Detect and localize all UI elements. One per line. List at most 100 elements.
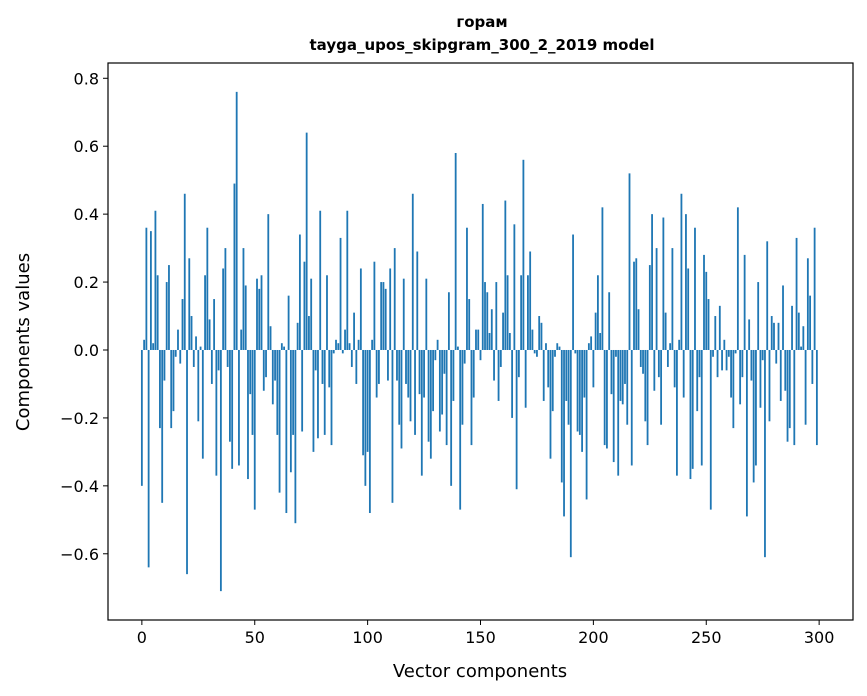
bar (750, 349, 753, 381)
y-tick-label: 0.4 (74, 205, 99, 224)
bar (626, 349, 629, 425)
bar (741, 349, 744, 378)
bar (574, 349, 577, 354)
bar (515, 349, 518, 490)
bar (161, 349, 164, 503)
bar (612, 349, 615, 463)
bar (472, 349, 475, 398)
bar (159, 349, 161, 429)
bar (348, 343, 351, 350)
bar (326, 275, 328, 350)
bar (689, 349, 692, 480)
bar (615, 349, 617, 357)
bar (536, 349, 538, 357)
bar (287, 295, 290, 350)
bar (217, 349, 220, 371)
bar (454, 153, 457, 350)
bar (547, 349, 550, 388)
bar (296, 322, 299, 350)
bar (384, 288, 387, 350)
bar (691, 349, 694, 469)
bar (685, 214, 687, 350)
bar (524, 349, 527, 408)
bar (651, 214, 653, 350)
bar (438, 349, 441, 432)
bar (565, 349, 568, 401)
bar (219, 349, 222, 592)
bar (538, 316, 541, 350)
bars-group (140, 91, 818, 592)
bar (576, 349, 579, 432)
bar (678, 339, 681, 350)
bar (572, 234, 574, 350)
bar (596, 275, 599, 350)
bar (703, 254, 705, 350)
bar (736, 207, 739, 350)
bar (520, 275, 523, 350)
bar (251, 349, 254, 435)
bar (621, 349, 624, 405)
bar (696, 349, 699, 412)
bar (606, 349, 608, 449)
bar (533, 349, 536, 354)
bar (344, 329, 346, 350)
bar (488, 333, 491, 350)
bar (502, 312, 504, 350)
bar (752, 349, 755, 483)
bar (800, 346, 802, 350)
bar (777, 322, 780, 350)
bar (387, 349, 389, 381)
bar (267, 214, 270, 350)
bar (402, 278, 405, 350)
bar (578, 349, 581, 435)
bar (364, 349, 367, 486)
bar (366, 349, 369, 452)
bar (355, 349, 358, 384)
bar (815, 349, 818, 446)
bar (149, 231, 152, 350)
bar (542, 349, 545, 401)
bar (583, 349, 586, 398)
bar (278, 349, 281, 493)
bar (375, 349, 378, 398)
chart-title: горам (456, 13, 507, 31)
bar (154, 210, 157, 350)
bar (797, 312, 800, 350)
bar (484, 282, 486, 350)
y-tick-label: 0.6 (74, 137, 99, 156)
bar (368, 349, 371, 514)
bar (495, 282, 498, 350)
bar (504, 200, 507, 350)
bar (317, 349, 319, 439)
bar (396, 349, 398, 381)
bar (339, 237, 342, 350)
bar (247, 349, 249, 480)
bar (619, 349, 622, 401)
bar (554, 349, 556, 357)
bar (457, 346, 459, 350)
bar (718, 305, 721, 350)
bar (229, 349, 231, 442)
bar (312, 349, 315, 452)
bar (493, 349, 495, 381)
bar (782, 285, 784, 350)
bar (432, 349, 434, 412)
bar (644, 349, 647, 422)
bar (723, 339, 726, 350)
bar (809, 295, 812, 350)
bar (177, 329, 179, 350)
bar (179, 349, 182, 364)
bar (238, 349, 240, 466)
bar (624, 349, 626, 384)
bar (174, 349, 177, 357)
bar (721, 349, 723, 371)
bar (328, 349, 331, 388)
bar (477, 329, 480, 350)
bar (350, 349, 353, 367)
bar (192, 349, 195, 367)
bar (341, 349, 344, 354)
bar (303, 261, 306, 350)
bar (592, 349, 595, 388)
bar (671, 248, 674, 350)
y-tick-label: 0.8 (74, 69, 99, 88)
